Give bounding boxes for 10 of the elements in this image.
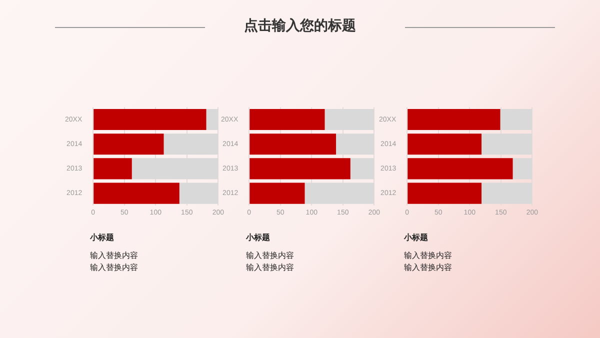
text: 小标题: [246, 232, 271, 244]
text: 小标题: [404, 232, 429, 244]
text: 输入替换内容: [246, 250, 295, 262]
text: 输入替换内容: [90, 262, 139, 274]
text: 小标题: [90, 232, 115, 244]
text: 输入替换内容: [404, 262, 453, 274]
text: 输入替换内容: [90, 250, 139, 262]
text: 输入替换内容: [404, 250, 453, 262]
text: 点击输入您的标题: [244, 17, 356, 35]
text: 输入替换内容: [246, 262, 295, 274]
